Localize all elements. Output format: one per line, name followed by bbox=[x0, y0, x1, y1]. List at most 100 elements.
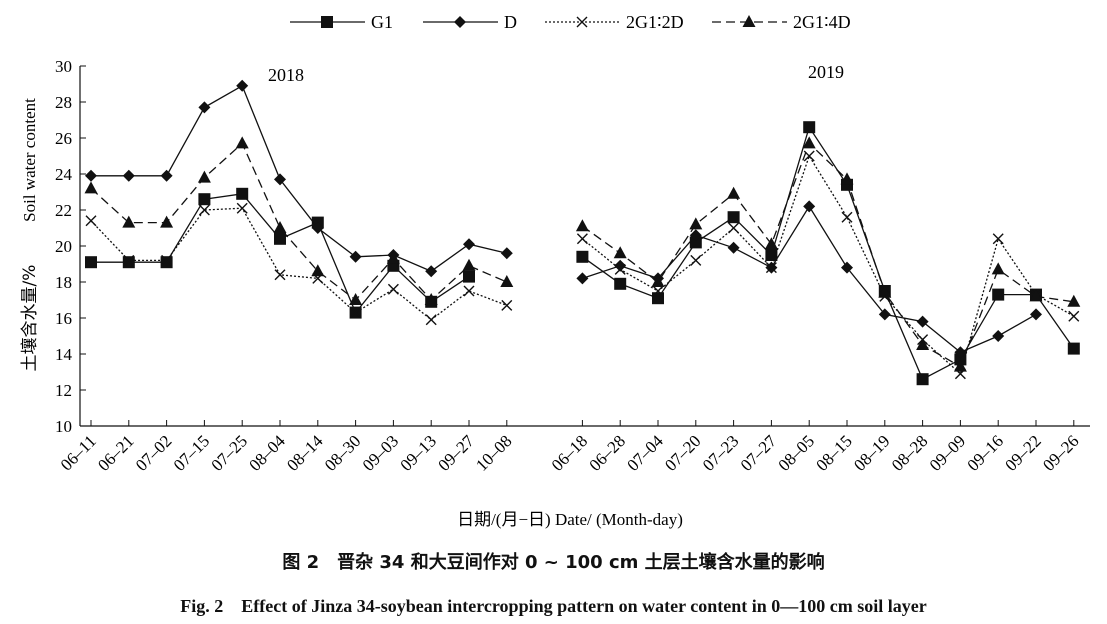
data-point-triangle bbox=[575, 219, 589, 232]
data-point-diamond bbox=[916, 315, 929, 328]
data-point-diamond bbox=[992, 330, 1005, 342]
data-point-triangle bbox=[386, 251, 400, 264]
data-point-diamond bbox=[311, 222, 324, 234]
data-point-square bbox=[992, 288, 1005, 301]
series-line-2G1∶2D bbox=[90, 207, 508, 321]
data-point-cross bbox=[690, 254, 702, 266]
x-tick-label: 08–05 bbox=[775, 431, 818, 474]
data-point-diamond bbox=[122, 169, 135, 182]
panel-label-2019: 2019 bbox=[808, 62, 844, 82]
x-tick-label: 08–14 bbox=[283, 431, 327, 475]
x-tick-label: 08–19 bbox=[850, 431, 893, 474]
legend-marker-diamond bbox=[454, 16, 466, 28]
data-point-square bbox=[576, 250, 589, 263]
data-point-triangle bbox=[764, 237, 778, 250]
data-point-triangle bbox=[197, 170, 211, 183]
legend-label: D bbox=[504, 12, 517, 32]
data-point-square bbox=[274, 232, 286, 245]
legend-label: G1 bbox=[371, 12, 393, 32]
data-point-cross bbox=[576, 233, 588, 245]
legend-marker-cross bbox=[576, 16, 588, 28]
data-point-square bbox=[85, 256, 97, 269]
data-point-diamond bbox=[803, 200, 816, 213]
x-tick-label: 08–04 bbox=[245, 431, 289, 475]
data-point-cross bbox=[350, 307, 362, 319]
x-tick-label: 07–04 bbox=[623, 431, 667, 475]
y-tick-label: 24 bbox=[55, 165, 73, 184]
x-axis-title: 日期/(月−日) Date/ (Month-day) bbox=[457, 510, 683, 529]
data-point-square bbox=[727, 211, 740, 224]
series-line-G1 bbox=[91, 193, 470, 314]
y-tick-label: 20 bbox=[55, 237, 72, 256]
x-tick-label: 08–28 bbox=[888, 431, 931, 474]
x-tick-label: 09–26 bbox=[1039, 431, 1082, 474]
data-point-diamond bbox=[500, 247, 513, 260]
figure-caption-chinese: 图 2 晋杂 34 和大豆间作对 0 ~ 100 cm 土层土壤含水量的影响 bbox=[282, 552, 825, 573]
data-point-cross bbox=[85, 215, 97, 227]
data-point-cross bbox=[425, 314, 437, 326]
x-tick-label: 06–11 bbox=[57, 431, 100, 474]
data-point-triangle bbox=[840, 172, 854, 185]
y-tick-label: 16 bbox=[55, 309, 72, 328]
series-line-G1 bbox=[582, 125, 1075, 381]
x-tick-label: 07–27 bbox=[737, 431, 781, 475]
data-point-cross bbox=[387, 283, 399, 295]
data-point-diamond bbox=[576, 272, 589, 285]
data-point-triangle bbox=[160, 215, 174, 228]
data-point-square bbox=[160, 256, 173, 269]
data-point-triangle bbox=[84, 181, 98, 194]
data-point-triangle bbox=[273, 221, 287, 233]
data-point-square bbox=[236, 187, 249, 200]
y-tick-label: 30 bbox=[55, 57, 72, 76]
legend-label: 2G1∶2D bbox=[626, 12, 684, 32]
data-point-diamond bbox=[236, 79, 249, 92]
data-point-cross bbox=[652, 285, 664, 297]
data-point-triangle bbox=[462, 258, 476, 271]
x-tick-label: 06–21 bbox=[94, 431, 137, 474]
data-point-triangle bbox=[689, 217, 703, 230]
y-tick-label: 14 bbox=[55, 345, 73, 364]
data-point-triangle bbox=[613, 246, 627, 259]
data-point-square bbox=[954, 353, 967, 366]
data-point-diamond bbox=[463, 238, 475, 251]
legend-marker-triangle bbox=[742, 15, 756, 27]
y-tick-label: 12 bbox=[55, 381, 72, 400]
data-point-diamond bbox=[198, 101, 211, 114]
series-line-D bbox=[582, 205, 1037, 353]
x-tick-label: 07–23 bbox=[699, 431, 742, 474]
data-point-cross bbox=[123, 254, 135, 266]
data-point-triangle bbox=[235, 136, 249, 149]
figure-caption-english: Fig. 2 Effect of Jinza 34-soybean interc… bbox=[180, 596, 927, 616]
data-point-cross bbox=[841, 211, 853, 223]
x-tick-label: 09–03 bbox=[359, 431, 402, 474]
data-point-square bbox=[765, 249, 778, 261]
data-point-triangle bbox=[916, 338, 930, 350]
x-tick-label: 09–22 bbox=[1001, 431, 1044, 474]
data-point-diamond bbox=[614, 259, 627, 272]
x-tick-label: 07–25 bbox=[208, 431, 251, 474]
data-point-square bbox=[916, 373, 929, 386]
x-tick-label: 09–16 bbox=[964, 431, 1007, 474]
data-point-square bbox=[463, 270, 475, 283]
x-tick-label: 09–27 bbox=[434, 431, 478, 475]
data-point-diamond bbox=[841, 261, 853, 274]
data-point-cross bbox=[728, 222, 740, 234]
data-point-triangle bbox=[1029, 289, 1043, 302]
series-line-2G1∶2D bbox=[581, 154, 1075, 375]
soil-water-chart: 10 12 14 16 18 20 22 24 26 28 30 Soil water content… bbox=[19, 12, 1090, 529]
y-tick-label: 18 bbox=[55, 273, 72, 292]
data-point-square bbox=[1067, 342, 1080, 355]
y-tick-label: 28 bbox=[55, 93, 72, 112]
data-point-cross bbox=[198, 204, 210, 216]
data-point-diamond bbox=[349, 250, 362, 263]
x-tick-label: 09–13 bbox=[397, 431, 440, 474]
data-point-diamond bbox=[274, 173, 286, 186]
data-point-triangle bbox=[727, 186, 741, 199]
x-tick-label: 07–02 bbox=[132, 431, 175, 474]
panel-label-2018: 2018 bbox=[268, 65, 304, 85]
data-point-cross bbox=[501, 299, 513, 311]
data-point-diamond bbox=[85, 169, 97, 182]
data-point-diamond bbox=[1030, 308, 1042, 321]
data-point-diamond bbox=[727, 241, 740, 254]
y-tick-label: 10 bbox=[55, 417, 72, 436]
